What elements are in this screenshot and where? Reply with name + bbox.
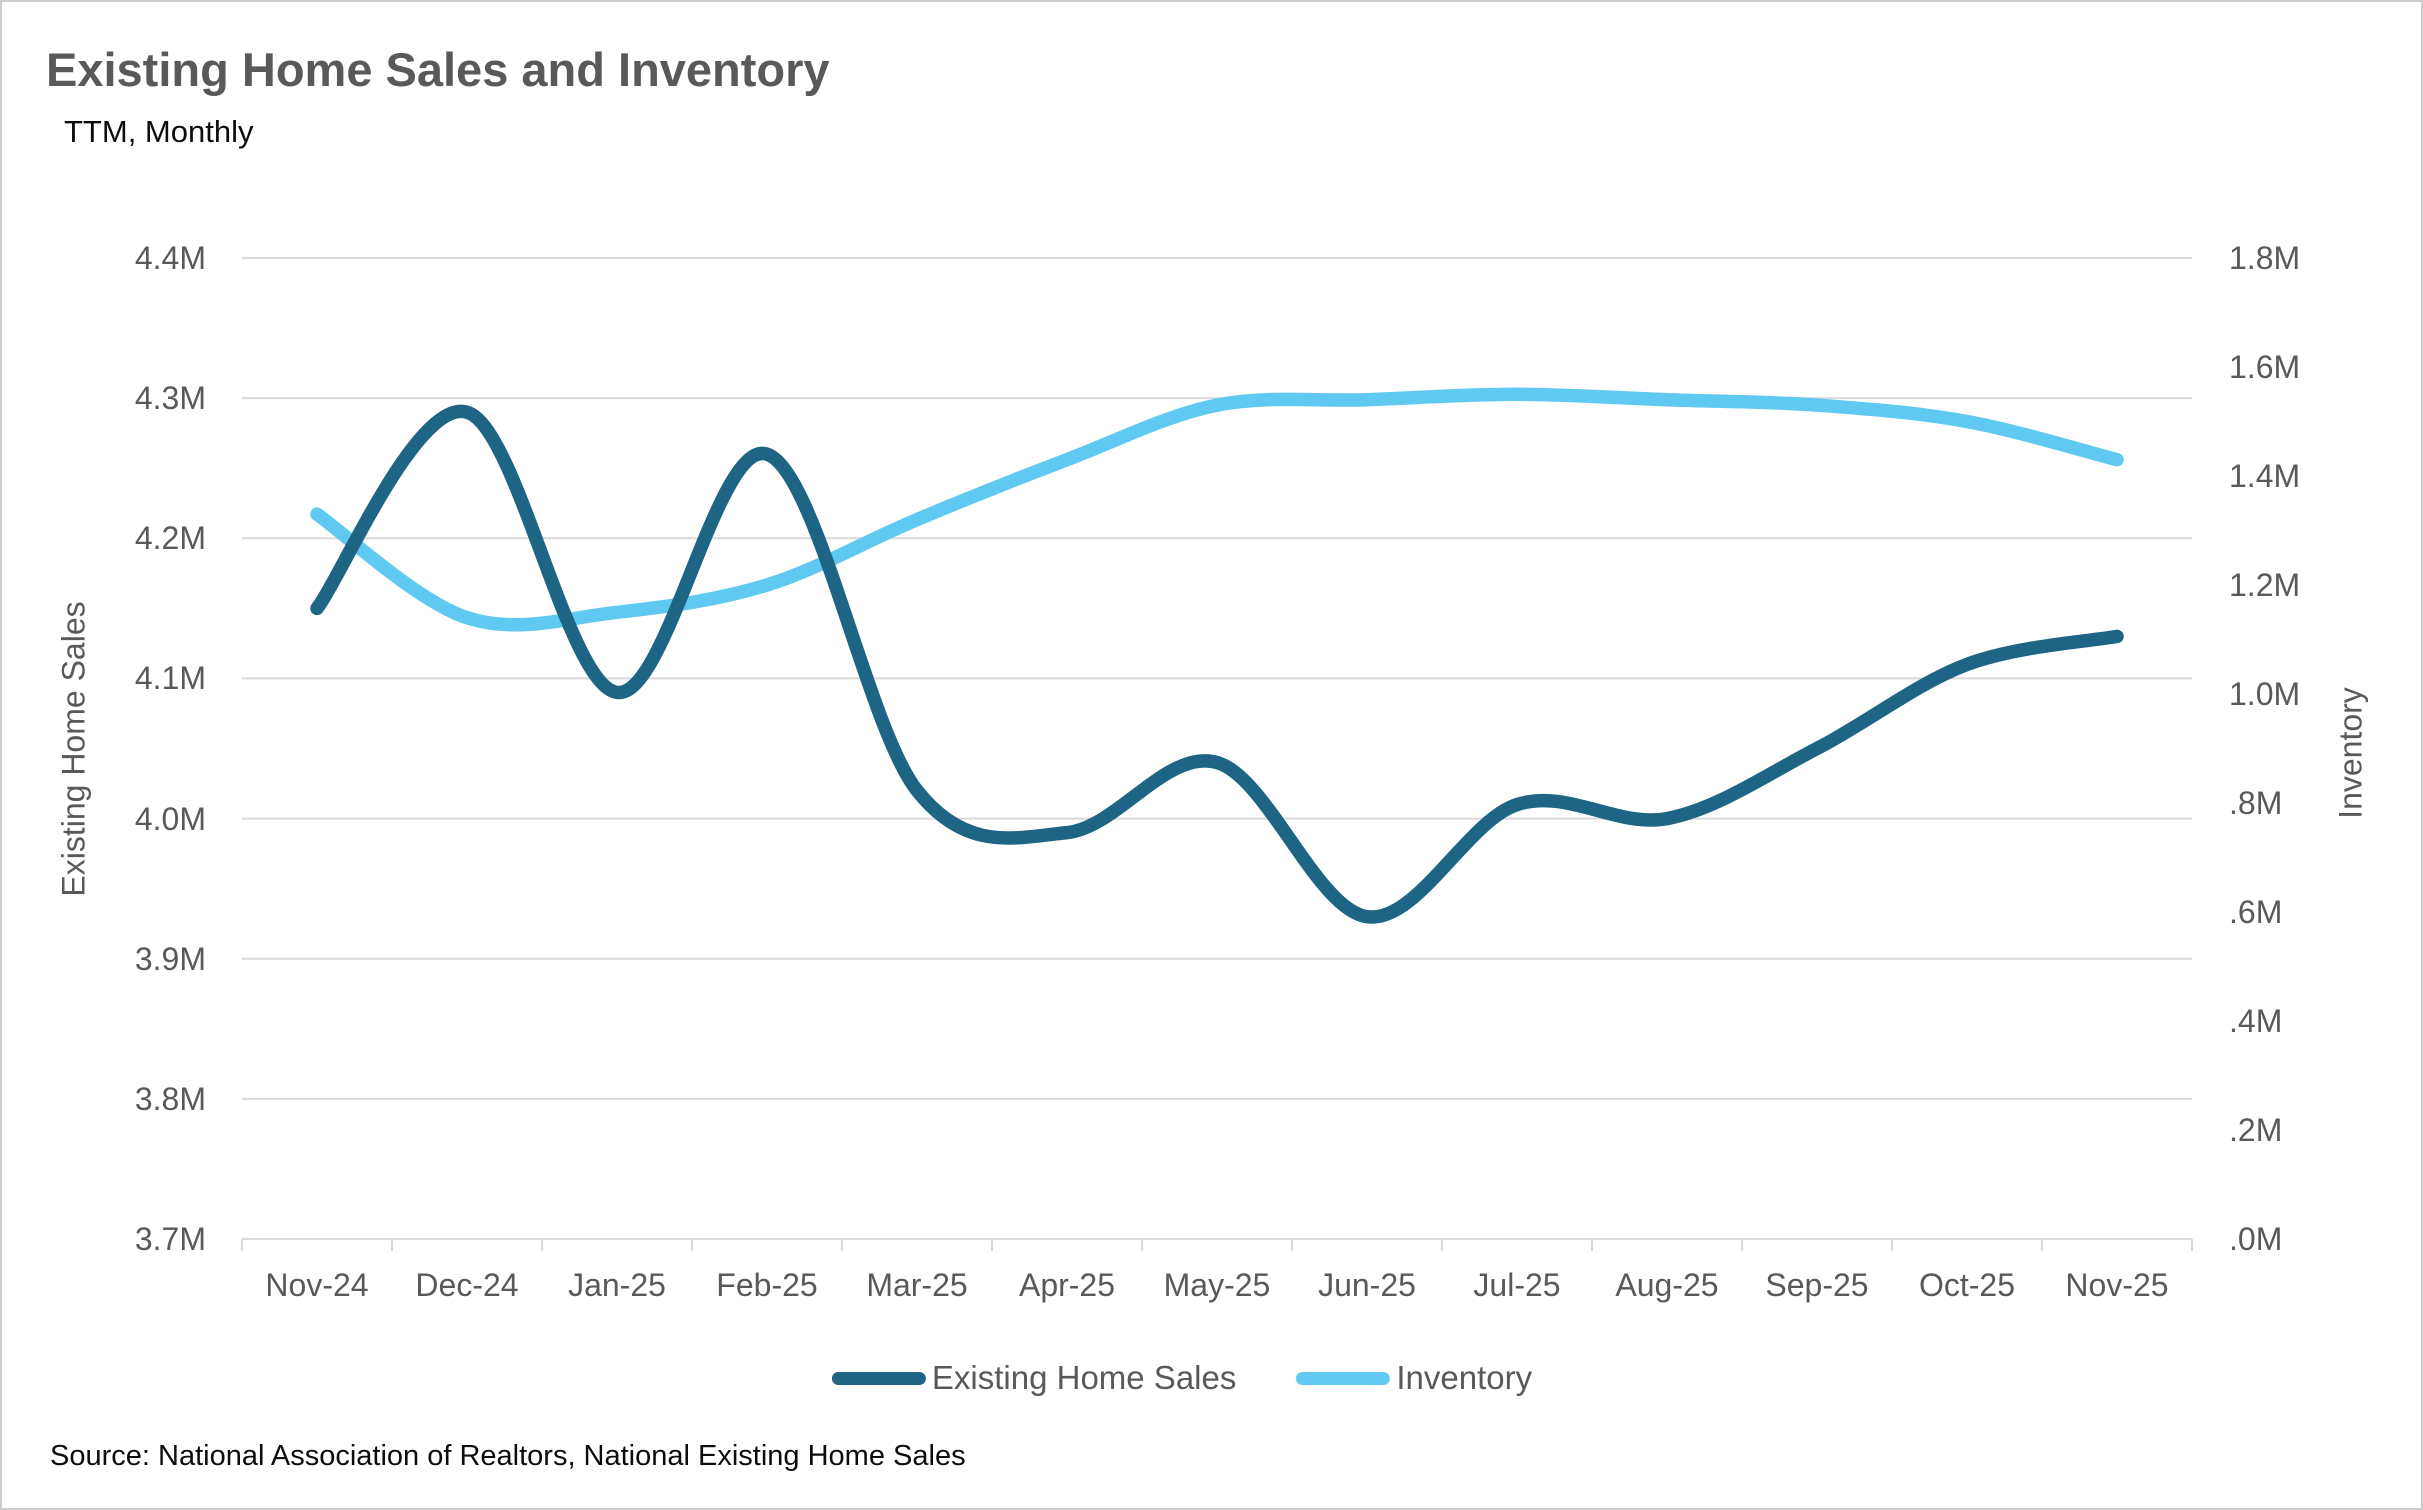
left-axis-tick-label: 4.2M [134,520,206,557]
right-axis-tick-label: 1.8M [2229,240,2301,276]
chart-subtitle: TTM, Monthly [64,114,254,149]
right-axis-tick-label: 1.2M [2229,567,2301,603]
x-axis-tick-label: Jun-25 [1318,1267,1416,1303]
right-axis-tick-label: .8M [2229,785,2283,821]
left-axis-tick-label: 4.4M [134,240,206,276]
left-axis-tick-label: 3.7M [134,1221,206,1257]
right-axis-tick-label: .0M [2229,1221,2283,1257]
source-note: Source: National Association of Realtors… [50,1440,966,1472]
x-axis-tick-label: Dec-24 [415,1267,519,1303]
x-axis-tick-label: Apr-25 [1018,1267,1116,1303]
legend-item: Existing Home Sales [831,1359,1237,1397]
inventory-line [310,387,2124,632]
right-axis-tick-label: .4M [2229,1003,2283,1039]
x-axis-tick-label: Oct-25 [1918,1267,2016,1303]
x-axis-tick-label: Nov-25 [2065,1267,2169,1303]
right-axis-tick-label: 1.4M [2229,458,2301,494]
chart-title: Existing Home Sales and Inventory [46,43,830,96]
x-axis-tick-label: Mar-25 [866,1267,968,1303]
right-axis-tick-label: 1.6M [2229,349,2301,385]
right-axis-tick-label: .2M [2229,1112,2283,1148]
left-axis-tick-label: 3.8M [134,1080,206,1117]
left-axis-tick-label: 4.0M [134,800,206,837]
legend-swatch-icon [1296,1371,1391,1385]
x-axis-tick-label: Feb-25 [716,1267,818,1303]
left-axis-title: Existing Home Sales [55,600,92,897]
left-axis-tick-label: 4.1M [134,660,206,697]
existing-home-sales-line [310,404,2124,924]
x-axis-tick-label: Aug-25 [1615,1267,1719,1303]
right-axis-title: Inventory [2332,686,2369,819]
legend-item: Inventory [1296,1359,1532,1397]
right-axis-tick-label: 1.0M [2229,676,2301,712]
legend-swatch-icon [831,1371,926,1385]
x-axis-tick-label: Jul-25 [1473,1267,1561,1303]
x-axis-tick-label: May-25 [1163,1267,1271,1303]
x-axis-tick-label: Nov-24 [265,1267,369,1303]
x-axis-tick-label: Jan-25 [568,1267,666,1303]
right-axis-tick-label: .6M [2229,894,2283,930]
legend-label: Existing Home Sales [931,1359,1237,1396]
x-axis-tick-label: Sep-25 [1765,1267,1869,1303]
left-axis-tick-label: 4.3M [134,380,206,417]
left-axis-tick-label: 3.9M [134,940,206,977]
legend-label: Inventory [1396,1359,1533,1396]
chart-legend: Existing Home Sales Inventory [831,1359,1532,1397]
